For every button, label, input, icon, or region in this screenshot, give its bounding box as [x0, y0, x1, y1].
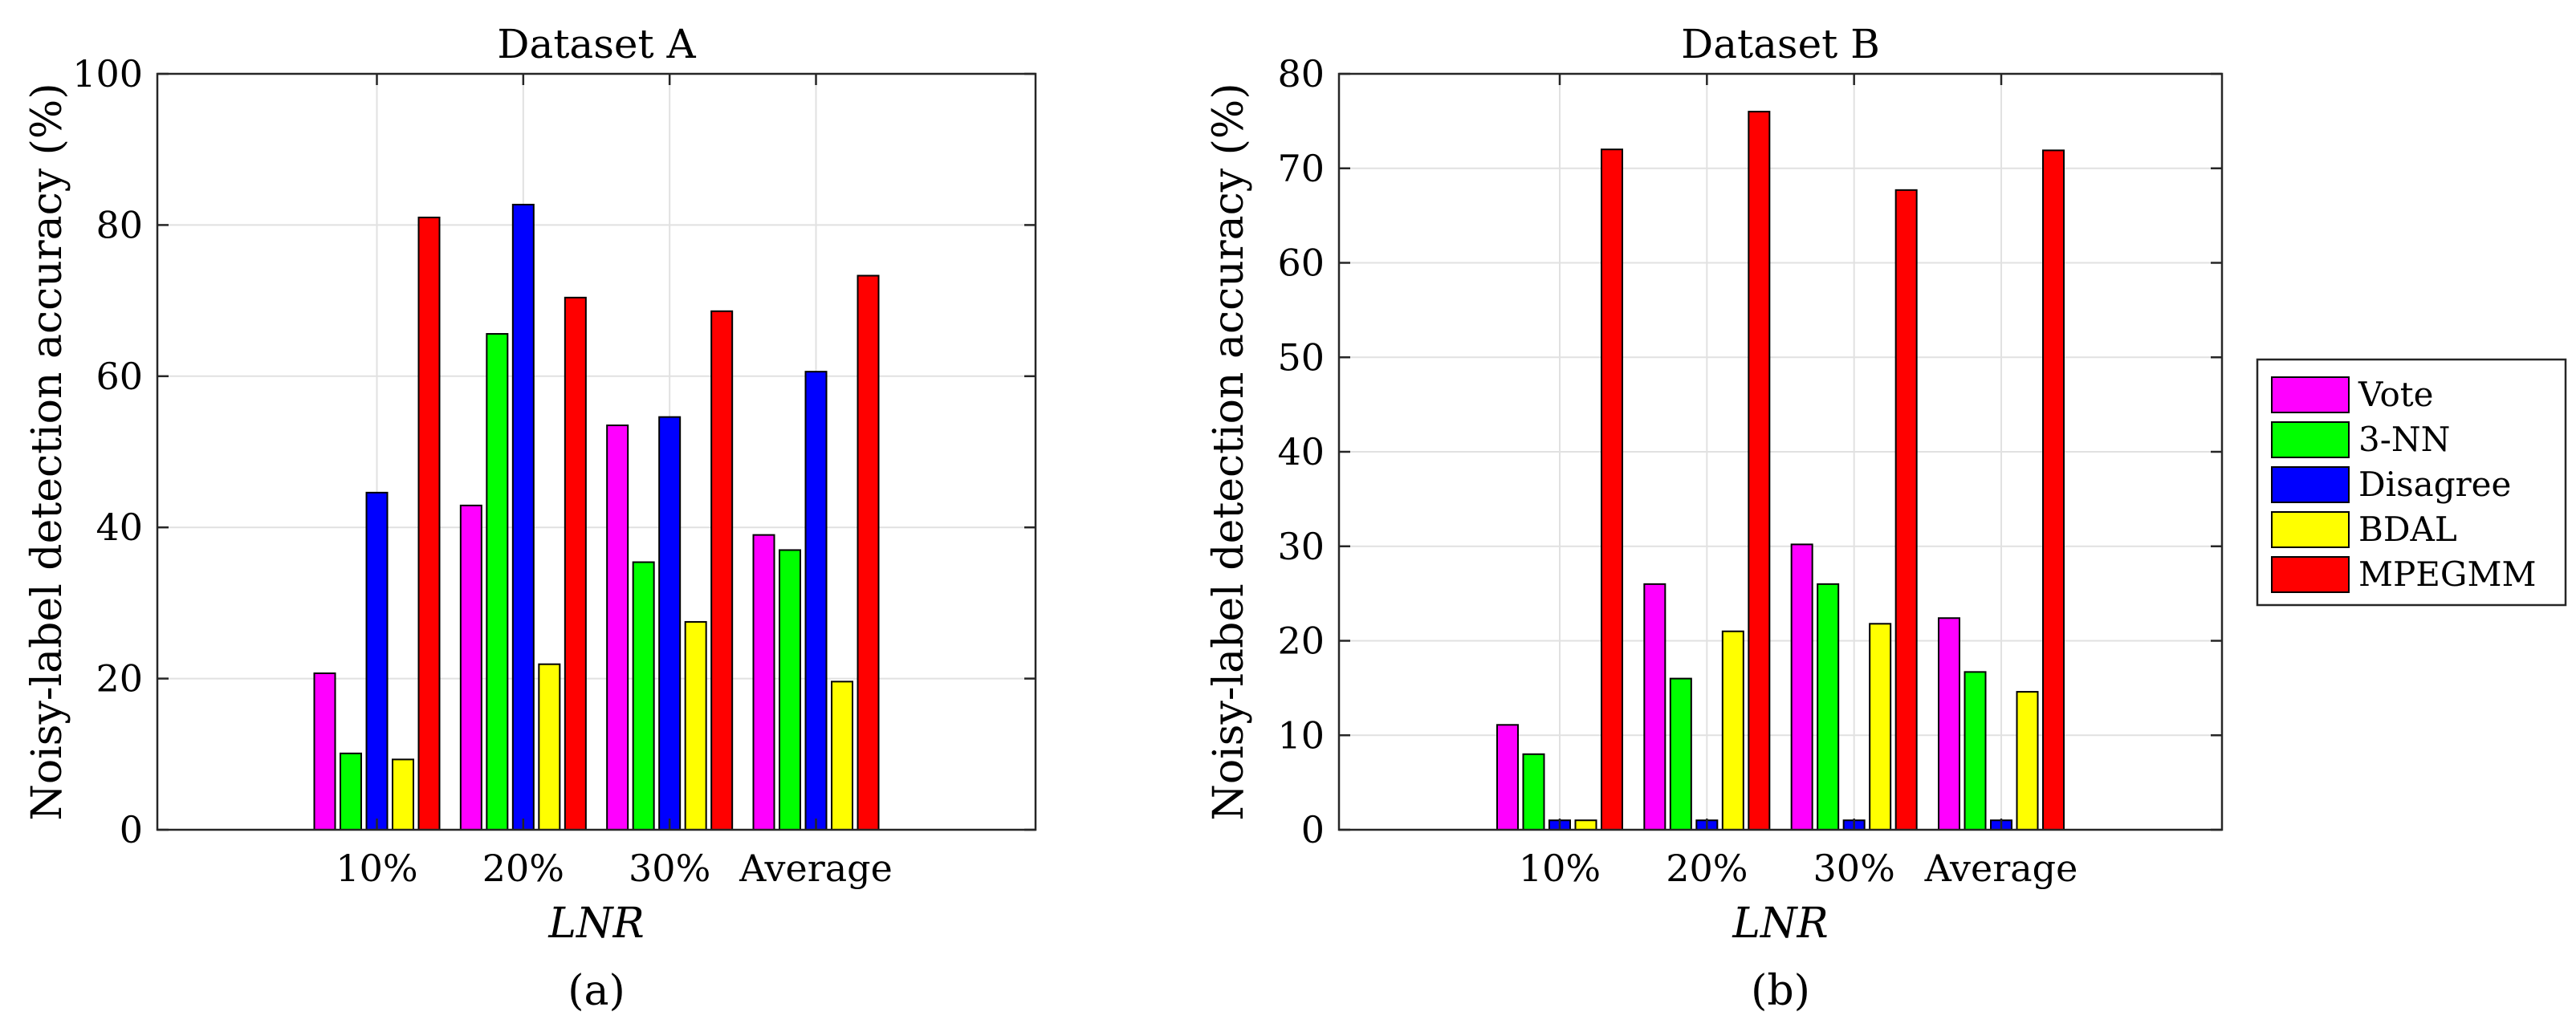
y-axis-label: Noisy-label detection accuracy (%) — [1205, 83, 1253, 820]
bar-bdal-1 — [1574, 819, 1597, 831]
bar-mpegmm-2 — [1748, 111, 1771, 831]
legend-label: 3-NN — [2358, 420, 2450, 459]
y-tick-label: 40 — [96, 506, 143, 549]
x-tick-label: 10% — [336, 847, 417, 890]
bar-vote-4 — [1938, 617, 1960, 831]
y-tick-label: 60 — [1277, 242, 1325, 285]
chart-dataset-a: 0 20 40 60 80 100 10% 20% 30% Average Dataset A LNR… — [23, 21, 1037, 1015]
panel-label: (b) — [1751, 967, 1810, 1015]
bar-vote-1 — [1496, 724, 1519, 831]
bar-mpegmm-3 — [1894, 189, 1918, 831]
bar-bdal-2 — [1721, 630, 1744, 831]
gridlines — [157, 74, 1036, 830]
legend-swatch-vote — [2271, 376, 2350, 413]
legend-label: Vote — [2358, 375, 2434, 414]
legend: Vote 3-NN Disagree BDAL MPEGMM — [2256, 358, 2567, 607]
bar-vote-4 — [752, 534, 775, 831]
bar-vote-2 — [1643, 583, 1666, 831]
bar-3-nn-1 — [1522, 753, 1545, 831]
chart-title: Dataset B — [1681, 21, 1880, 67]
bar-disagree-3 — [658, 416, 682, 831]
x-tick-label: 30% — [629, 847, 710, 890]
x-tick-label: 30% — [1813, 847, 1895, 890]
legend-swatch-mpegmm — [2271, 556, 2350, 593]
bar-bdal-2 — [538, 663, 561, 831]
bar-disagree-4 — [804, 371, 828, 831]
bar-mpegmm-2 — [564, 296, 587, 831]
bar-disagree-2 — [511, 203, 535, 831]
y-tick-label: 40 — [1277, 430, 1325, 473]
y-axis: 0 10 20 30 40 50 60 70 80 — [1277, 52, 2222, 851]
y-tick-label: 70 — [1277, 147, 1325, 190]
x-axis: 10% 20% 30% Average — [336, 74, 893, 890]
y-tick-label: 50 — [1277, 335, 1325, 379]
legend-swatch-bdal — [2271, 511, 2350, 548]
x-tick-label: Average — [1924, 847, 2078, 890]
chart-dataset-b: 0 10 20 30 40 50 60 70 80 10% 20% 30% Average Dataset… — [1205, 21, 2224, 1015]
legend-swatch-3-nn — [2271, 421, 2350, 458]
bar-3-nn-1 — [340, 752, 362, 831]
gridlines — [1339, 74, 2222, 830]
axes-box — [156, 72, 1037, 831]
y-tick-label: 0 — [120, 808, 143, 851]
y-tick-label: 80 — [1277, 52, 1325, 95]
bar-3-nn-3 — [632, 561, 655, 831]
x-axis-label: LNR — [1732, 900, 1828, 948]
bar-mpegmm-1 — [417, 216, 441, 831]
x-axis-label: LNR — [547, 900, 644, 948]
bar-mpegmm-1 — [1601, 148, 1623, 831]
y-axis-label: Noisy-label detection accuracy (%) — [23, 83, 71, 820]
bar-3-nn-2 — [486, 333, 509, 831]
bar-3-nn-4 — [1964, 671, 1987, 831]
x-tick-label: Average — [739, 847, 893, 890]
y-axis: 0 20 40 60 80 100 — [72, 52, 1036, 851]
legend-swatch-disagree — [2271, 466, 2350, 503]
bar-disagree-1 — [365, 491, 389, 831]
x-tick-label: 20% — [1666, 847, 1748, 890]
panel-label: (a) — [568, 967, 625, 1015]
bar-mpegmm-3 — [710, 310, 734, 831]
y-tick-label: 20 — [1277, 620, 1325, 663]
bar-vote-2 — [459, 504, 482, 831]
bar-mpegmm-4 — [2042, 149, 2065, 831]
bars — [1496, 111, 2065, 831]
x-tick-label: 20% — [482, 847, 564, 890]
bar-3-nn-3 — [1817, 583, 1840, 831]
legend-label: BDAL — [2358, 510, 2457, 549]
bar-bdal-1 — [392, 758, 414, 831]
bar-vote-3 — [606, 425, 629, 831]
y-tick-label: 0 — [1301, 808, 1325, 851]
y-tick-label: 30 — [1277, 525, 1325, 568]
bar-3-nn-2 — [1669, 677, 1692, 831]
y-tick-label: 80 — [96, 203, 143, 246]
bar-bdal-3 — [684, 620, 707, 831]
x-axis: 10% 20% 30% Average — [1519, 74, 2077, 890]
bars — [313, 203, 880, 831]
bar-bdal-4 — [831, 681, 853, 831]
bar-3-nn-4 — [779, 549, 801, 831]
bar-mpegmm-4 — [857, 274, 880, 831]
bar-vote-1 — [313, 672, 336, 831]
legend-label: MPEGMM — [2358, 555, 2536, 594]
x-tick-label: 10% — [1519, 847, 1601, 890]
legend-label: Disagree — [2358, 465, 2511, 504]
y-tick-label: 20 — [96, 657, 143, 701]
y-tick-label: 60 — [96, 355, 143, 398]
y-tick-label: 100 — [72, 52, 143, 95]
chart-title: Dataset A — [497, 21, 696, 67]
bar-vote-3 — [1790, 543, 1813, 831]
bar-bdal-4 — [2016, 691, 2039, 831]
y-tick-label: 10 — [1277, 713, 1325, 757]
bar-bdal-3 — [1869, 623, 1892, 831]
